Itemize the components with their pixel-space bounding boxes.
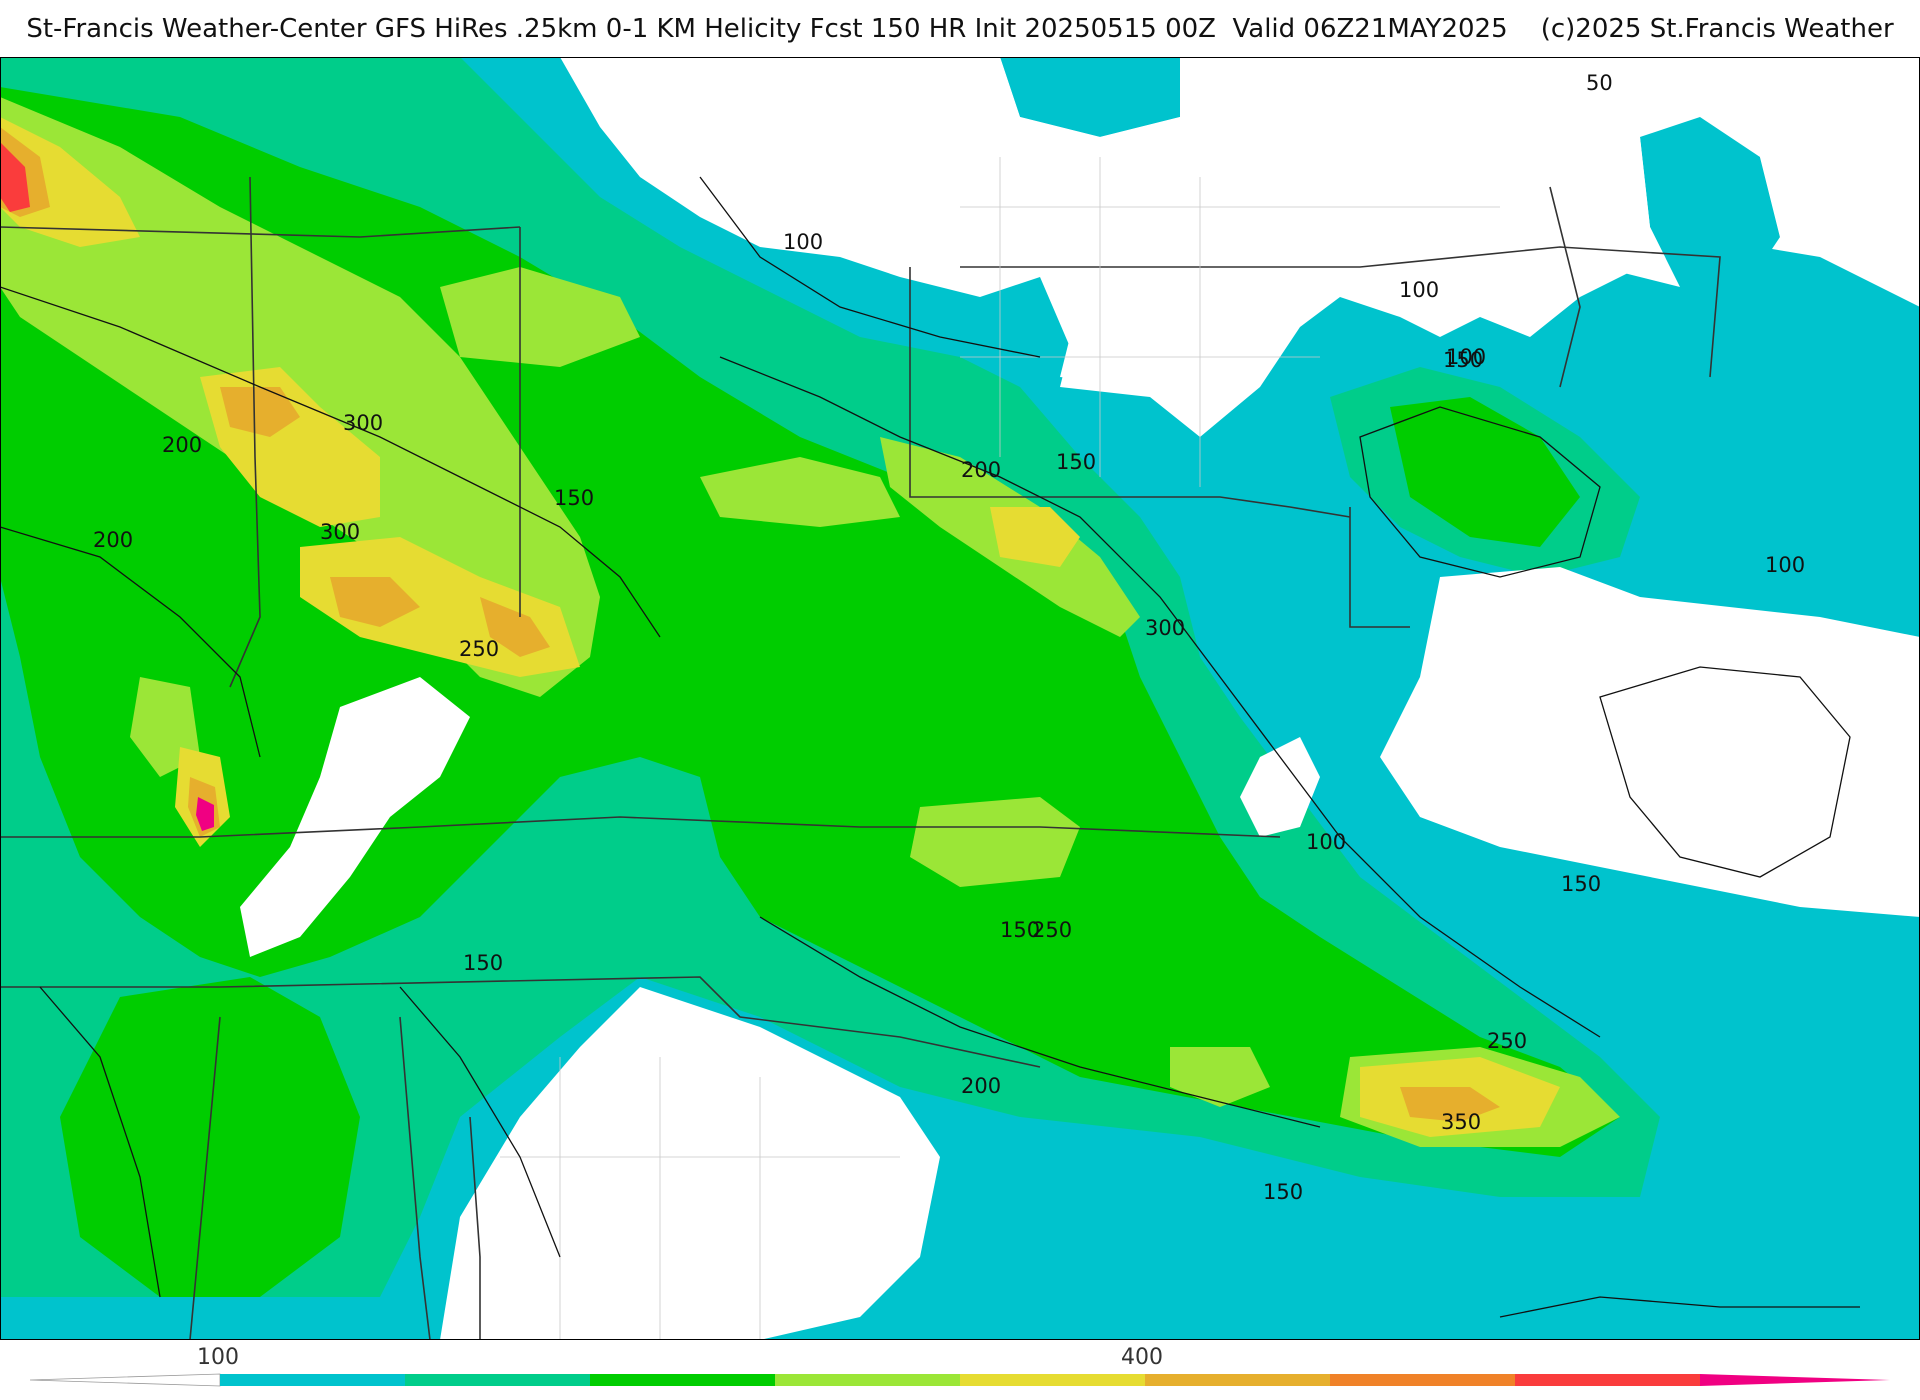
colorbar-right-cap xyxy=(1700,1374,1890,1386)
contour-label: 250 xyxy=(1032,918,1072,942)
contour-label: 200 xyxy=(961,1074,1001,1098)
field-peak-layer xyxy=(0,142,214,831)
low-helicity-holes xyxy=(240,57,1920,1340)
colorbar-bin xyxy=(1145,1374,1330,1386)
contour-label: 150 xyxy=(554,486,594,510)
contour-label: 100 xyxy=(1446,345,1486,369)
contour-label: 300 xyxy=(320,520,360,544)
contour-label: 100 xyxy=(1306,830,1346,854)
contour-label: 300 xyxy=(343,411,383,435)
state-borders xyxy=(0,176,1721,1340)
colorbar-bin xyxy=(590,1374,775,1386)
colorbar-tick-label: 400 xyxy=(1121,1345,1163,1370)
colorbar-left-cap xyxy=(30,1373,221,1387)
helicity-map: 50 100 100 100 100 100 150 150 150 150 1… xyxy=(0,57,1920,1340)
contour-label-group: 50 100 100 100 100 100 150 150 150 150 1… xyxy=(93,71,1805,1204)
colorbar-bin xyxy=(775,1374,960,1386)
colorbar-tick-label: 100 xyxy=(197,1345,239,1370)
contour-label: 350 xyxy=(1441,1110,1481,1134)
contour-label: 150 xyxy=(1000,918,1040,942)
contour-lines xyxy=(0,176,1860,1318)
contour-label: 150 xyxy=(1056,450,1096,474)
map-title: St-Francis Weather-Center GFS HiRes .25k… xyxy=(26,14,1894,44)
contour-label: 100 xyxy=(783,230,823,254)
contour-label: 300 xyxy=(1145,616,1185,640)
colorbar-bin xyxy=(1515,1374,1700,1386)
contour-label: 250 xyxy=(459,637,499,661)
contour-label: 50 xyxy=(1586,71,1613,95)
contour-label: 150 xyxy=(463,951,503,975)
contour-label: 150 xyxy=(1263,1180,1303,1204)
contour-label: 100 xyxy=(1399,278,1439,302)
contour-label: 200 xyxy=(162,433,202,457)
contour-label: 150 xyxy=(1561,872,1601,896)
contour-label: 150 xyxy=(1443,348,1483,372)
contour-label: 250 xyxy=(1487,1029,1527,1053)
contour-label: 100 xyxy=(1765,553,1805,577)
county-lines xyxy=(500,157,1500,1340)
colorbar-bin xyxy=(220,1374,405,1386)
contour-label: 200 xyxy=(93,528,133,552)
colorbar-bin xyxy=(1330,1374,1515,1386)
colorbar-bin xyxy=(405,1374,590,1386)
colorbar-bin xyxy=(960,1374,1145,1386)
contour-label: 200 xyxy=(961,458,1001,482)
colorbar xyxy=(30,1373,1890,1387)
